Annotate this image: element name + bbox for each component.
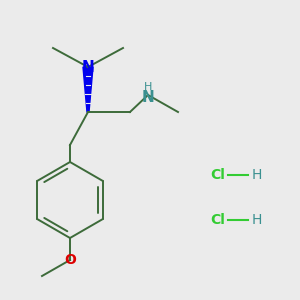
Text: O: O [64,253,76,267]
Text: H: H [144,82,152,92]
Text: H: H [252,168,262,182]
Polygon shape [83,67,93,112]
Text: Cl: Cl [210,213,225,227]
Text: H: H [252,213,262,227]
Text: N: N [82,59,94,74]
Text: N: N [142,91,154,106]
Text: Cl: Cl [210,168,225,182]
